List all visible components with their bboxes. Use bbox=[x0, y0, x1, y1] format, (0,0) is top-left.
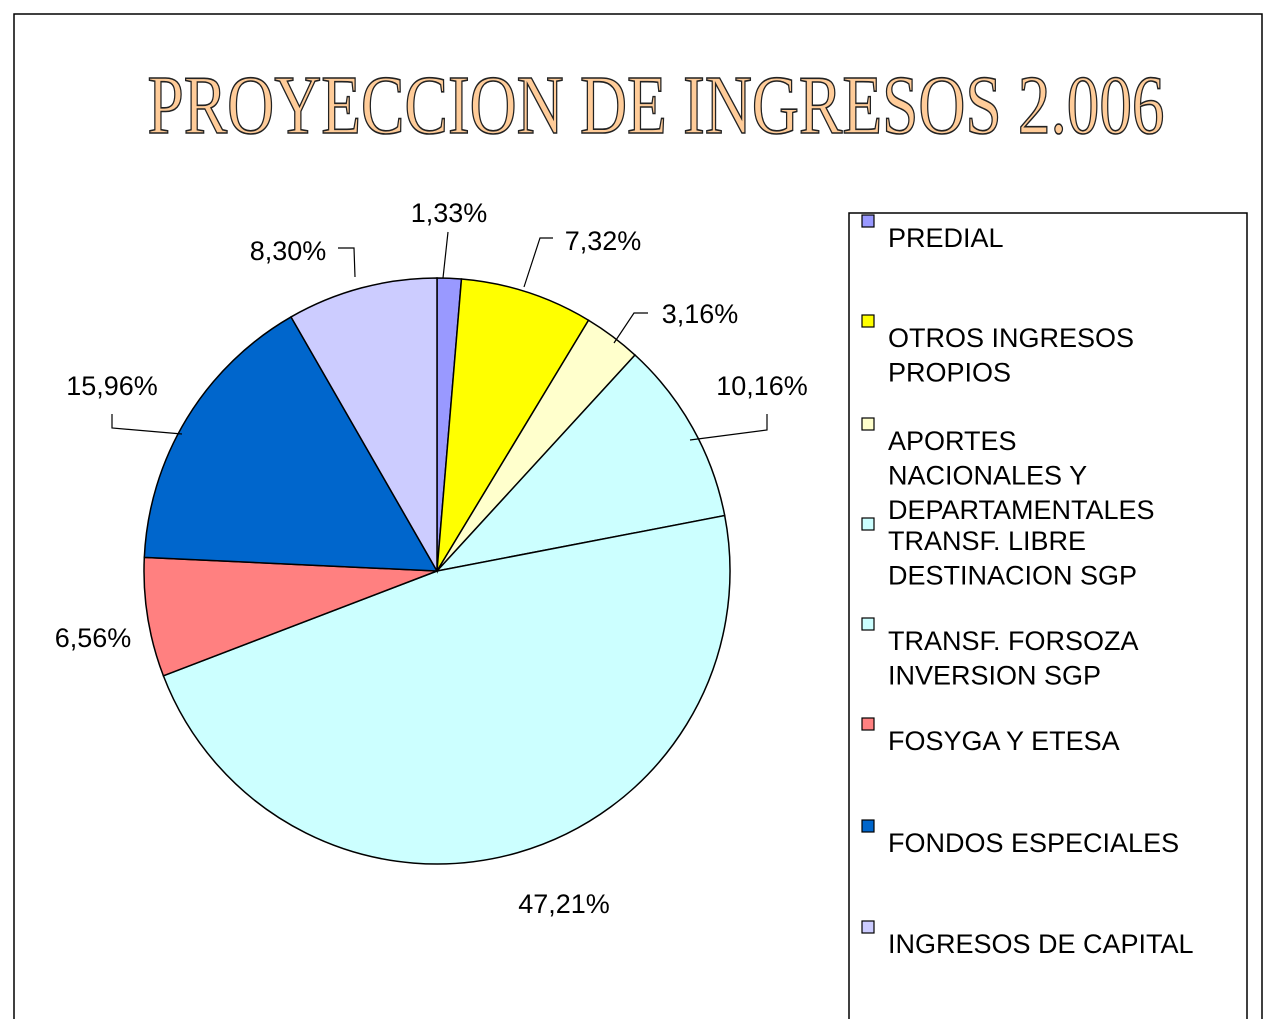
legend-box bbox=[848, 212, 1248, 1019]
data-label: 15,96% bbox=[66, 371, 158, 401]
legend-label: APORTES NACIONALES Y DEPARTAMENTALES bbox=[888, 426, 1155, 525]
leader-line bbox=[442, 231, 449, 279]
chart-title: PROYECCION DE INGRESOS 2.006 bbox=[148, 59, 1165, 152]
pie-slice bbox=[290, 277, 438, 574]
legend-label: INGRESOS DE CAPITAL bbox=[888, 929, 1194, 959]
legend-swatch bbox=[861, 417, 875, 431]
legend-label: OTROS INGRESOS PROPIOS bbox=[888, 323, 1134, 388]
data-label: 1,33% bbox=[411, 198, 488, 228]
data-label: 6,56% bbox=[55, 623, 132, 653]
leader-line bbox=[523, 237, 553, 288]
pie-slice bbox=[436, 278, 590, 572]
data-label: 8,30% bbox=[250, 236, 327, 266]
data-label: 7,32% bbox=[565, 226, 642, 256]
leader-line bbox=[613, 312, 648, 344]
data-label: 47,21% bbox=[518, 889, 610, 919]
legend-label: FOSYGA Y ETESA bbox=[888, 726, 1120, 756]
chart-border bbox=[13, 13, 1263, 1019]
legend-label: TRANSF. LIBRE DESTINACION SGP bbox=[888, 526, 1137, 591]
legend-swatch bbox=[861, 819, 875, 833]
legend-label: TRANSF. FORSOZA INVERSION SGP bbox=[888, 626, 1139, 691]
legend-swatch bbox=[861, 214, 875, 228]
leader-line bbox=[111, 414, 183, 435]
pie-slice bbox=[143, 315, 439, 572]
leader-line bbox=[338, 247, 356, 278]
pie-slice bbox=[434, 353, 726, 573]
pie-slice bbox=[143, 556, 438, 677]
legend-swatch bbox=[861, 717, 875, 731]
pie-slice bbox=[162, 514, 731, 865]
legend-swatch bbox=[861, 517, 875, 531]
legend-swatch bbox=[861, 314, 875, 328]
leader-line bbox=[689, 414, 768, 441]
data-label: 3,16% bbox=[662, 299, 739, 329]
legend-label: FONDOS ESPECIALES bbox=[888, 828, 1179, 858]
data-label: 10,16% bbox=[716, 371, 808, 401]
legend-swatch bbox=[861, 920, 875, 934]
legend-swatch bbox=[861, 617, 875, 631]
legend-label: PREDIAL bbox=[888, 223, 1004, 253]
